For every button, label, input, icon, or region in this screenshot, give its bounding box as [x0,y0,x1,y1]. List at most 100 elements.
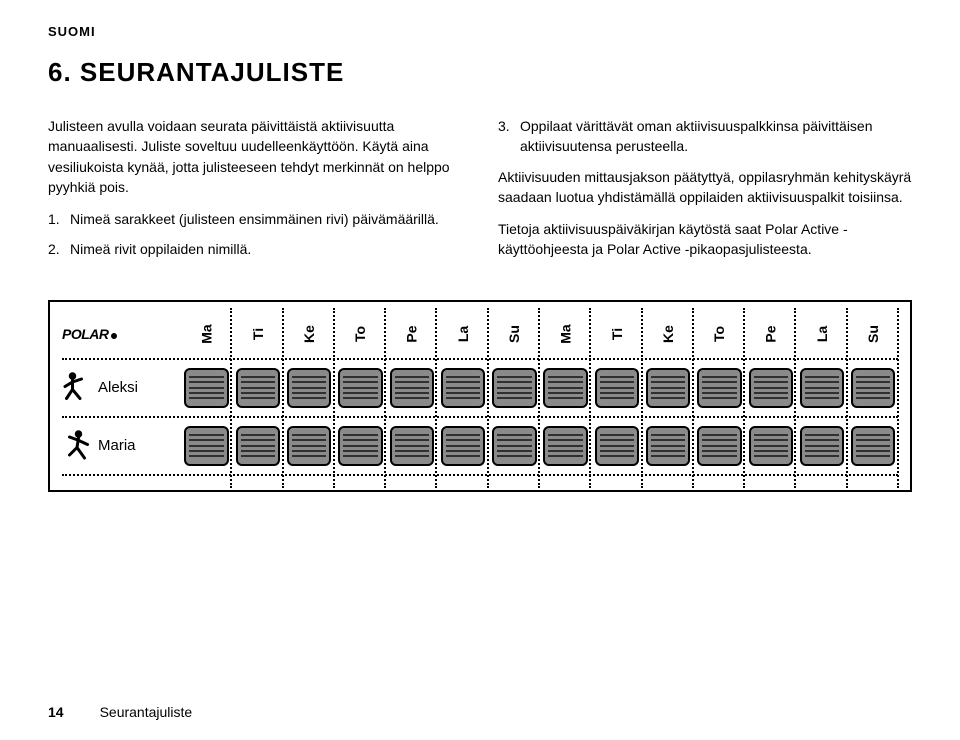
activity-bar [595,368,639,408]
activity-bar [749,426,793,466]
day-label: Ma [199,324,215,343]
activity-bar-cell [490,368,539,408]
activity-bar [543,368,587,408]
day-label-cell: Ma [182,312,231,356]
activity-bar-cell [644,426,693,466]
day-label-cell: Ke [644,312,693,356]
numbered-list-left: 1. Nimeä sarakkeet (julisteen ensimmäine… [48,209,462,260]
activity-bar [492,368,536,408]
left-column: Julisteen avulla voidaan seurata päivitt… [48,116,462,272]
activity-bar-cell [490,426,539,466]
activity-bar [851,426,895,466]
day-label-cell: Su [490,312,539,356]
activity-bar [851,368,895,408]
list-text: Oppilaat värittävät oman aktiivisuuspalk… [520,116,912,157]
runner-icon [62,371,92,405]
activity-bar [441,426,485,466]
day-label-cell: La [797,312,846,356]
day-label-cell: Pe [746,312,795,356]
intro-paragraph: Julisteen avulla voidaan seurata päivitt… [48,116,462,197]
day-label-cell: Ti [592,312,641,356]
day-labels-row: MaTiKeToPeLaSuMaTiKeToPeLaSu [182,312,898,356]
list-text: Nimeä sarakkeet (julisteen ensimmäinen r… [70,209,462,229]
activity-bar [646,426,690,466]
person-name: Aleksi [98,379,138,396]
activity-bar [390,368,434,408]
language-label: SUOMI [48,24,912,39]
activity-bar-cell [438,368,487,408]
activity-bar [338,426,382,466]
tracking-poster-figure: POLAR MaTiKeToPeLaSuMaTiKeToPeLaSu Aleks… [48,300,912,492]
activity-bar-cell [695,426,744,466]
brand-cell: POLAR [62,310,182,358]
person-cell: Maria [62,422,182,470]
poster-person-row: Aleksi [62,360,898,416]
poster-person-row: Maria [62,418,898,474]
activity-bars-row [182,426,898,466]
brand-logo: POLAR [62,326,117,342]
runner-icon [62,429,92,463]
numbered-list-right: 3. Oppilaat värittävät oman aktiivisuusp… [498,116,912,157]
day-label: To [711,326,727,342]
activity-bar-cell [182,368,231,408]
activity-bar [697,368,741,408]
activity-bar-cell [849,426,898,466]
right-column: 3. Oppilaat värittävät oman aktiivisuusp… [498,116,912,272]
day-label-cell: Su [849,312,898,356]
day-label: Su [506,325,522,343]
list-number: 1. [48,209,70,229]
activity-bar-cell [233,368,282,408]
activity-bar-cell [746,426,795,466]
dotted-divider [62,474,898,476]
activity-bar-cell [387,368,436,408]
page-footer: 14 Seurantajuliste [48,704,192,720]
activity-bar [390,426,434,466]
activity-bar [800,426,844,466]
activity-bar-cell [849,368,898,408]
day-label-cell: Ti [233,312,282,356]
activity-bar-cell [387,426,436,466]
activity-bar-cell [285,368,334,408]
activity-bar [543,426,587,466]
activity-bar-cell [797,426,846,466]
activity-bar-cell [336,426,385,466]
day-label-cell: Ke [285,312,334,356]
day-label: Pe [763,325,779,342]
day-label: To [352,326,368,342]
page-heading: 6. SEURANTAJULISTE [48,57,912,88]
activity-bar [287,368,331,408]
activity-bar [492,426,536,466]
day-label: La [455,326,471,342]
activity-bar-cell [695,368,744,408]
activity-bar-cell [797,368,846,408]
list-number: 2. [48,239,70,259]
day-label: Ma [558,324,574,343]
person-name: Maria [98,437,136,454]
activity-bar-cell [592,426,641,466]
activity-bar-cell [182,426,231,466]
activity-bars-row [182,368,898,408]
day-label: Pe [404,325,420,342]
list-item: 1. Nimeä sarakkeet (julisteen ensimmäine… [48,209,462,229]
list-item: 3. Oppilaat värittävät oman aktiivisuusp… [498,116,912,157]
day-label: Ti [250,328,266,340]
page-number: 14 [48,704,64,720]
list-number: 3. [498,116,520,157]
activity-bar-cell [644,368,693,408]
person-cell: Aleksi [62,364,182,412]
paragraph: Aktiivisuuden mittausjakson päätyttyä, o… [498,167,912,208]
activity-bar-cell [233,426,282,466]
activity-bar-cell [285,426,334,466]
poster-header-row: POLAR MaTiKeToPeLaSuMaTiKeToPeLaSu [62,312,898,356]
activity-bar [236,426,280,466]
day-label-cell: To [695,312,744,356]
activity-bar-cell [336,368,385,408]
activity-bar-cell [541,426,590,466]
day-label: Ke [660,325,676,343]
body-columns: Julisteen avulla voidaan seurata päivitt… [48,116,912,272]
day-label-cell: Pe [387,312,436,356]
day-label-cell: La [438,312,487,356]
day-label-cell: Ma [541,312,590,356]
activity-bar-cell [438,426,487,466]
activity-bar-cell [541,368,590,408]
